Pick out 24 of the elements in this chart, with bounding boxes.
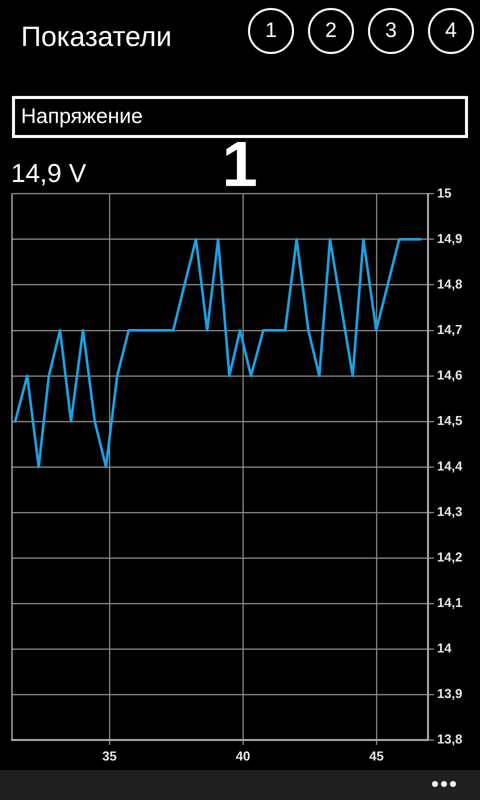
y-tick-label: 14,7 xyxy=(437,322,462,337)
y-tick-label: 14,1 xyxy=(437,595,462,610)
y-tick-label: 14,3 xyxy=(437,504,462,519)
chart-title: Показатели xyxy=(21,21,172,53)
text: 14,9 V xyxy=(11,158,86,188)
x-tick-label: 35 xyxy=(102,748,117,764)
y-tick-label: 14,9 xyxy=(437,230,462,246)
y-tick-label: 14 xyxy=(437,640,452,656)
chart-subtitle: Напряжение xyxy=(21,105,143,129)
y-tick-label: 13,9 xyxy=(437,686,462,702)
y-tick-label: 15 xyxy=(437,185,452,200)
text: 3 xyxy=(384,19,398,43)
text: 2 xyxy=(324,19,338,43)
y-tick-label: 13,8 xyxy=(437,732,462,747)
text: 1 xyxy=(264,19,278,43)
y-tick-label: 14,4 xyxy=(437,458,464,474)
x-tick-label: 45 xyxy=(369,748,384,764)
y-tick-label: 14,8 xyxy=(437,276,462,292)
y-tick-label: 14,6 xyxy=(437,367,462,382)
y-tick-label: 14,5 xyxy=(437,412,462,428)
y-tick-label: 14,2 xyxy=(437,550,462,565)
text: 4 xyxy=(444,19,458,43)
annotation: 1 xyxy=(222,128,258,200)
x-tick-label: 40 xyxy=(236,748,250,764)
